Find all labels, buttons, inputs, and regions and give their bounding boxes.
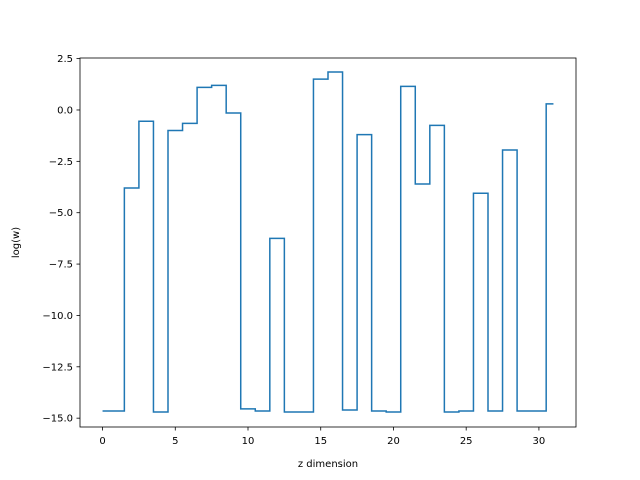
x-tick-label: 10	[242, 436, 255, 447]
x-axis-ticks: 0 5 10 15 20 25 30	[99, 427, 545, 447]
y-tick-label: −5.0	[49, 208, 73, 219]
y-axis-label: log(w)	[11, 227, 22, 258]
y-tick-label: −2.5	[49, 157, 73, 168]
y-axis-ticks: 2.5 0.0 −2.5 −5.0 −7.5 −10.0 −12.5 −15.0	[42, 54, 80, 425]
x-tick-label: 25	[460, 436, 473, 447]
plot-area	[102, 71, 554, 413]
x-tick-label: 20	[387, 436, 400, 447]
x-tick-label: 15	[314, 436, 327, 447]
y-tick-label: 0.0	[57, 105, 73, 116]
x-tick-label: 30	[533, 436, 546, 447]
y-tick-label: −12.5	[42, 362, 73, 373]
y-tick-label: −15.0	[42, 414, 73, 425]
x-tick-label: 5	[172, 436, 178, 447]
y-tick-label: −7.5	[49, 260, 73, 271]
y-tick-label: −10.0	[42, 311, 73, 322]
y-tick-label: 2.5	[57, 54, 73, 65]
series-step-line	[102, 71, 554, 413]
x-axis-label: z dimension	[298, 459, 358, 470]
x-tick-label: 0	[99, 436, 105, 447]
axes-frame	[79, 57, 577, 428]
